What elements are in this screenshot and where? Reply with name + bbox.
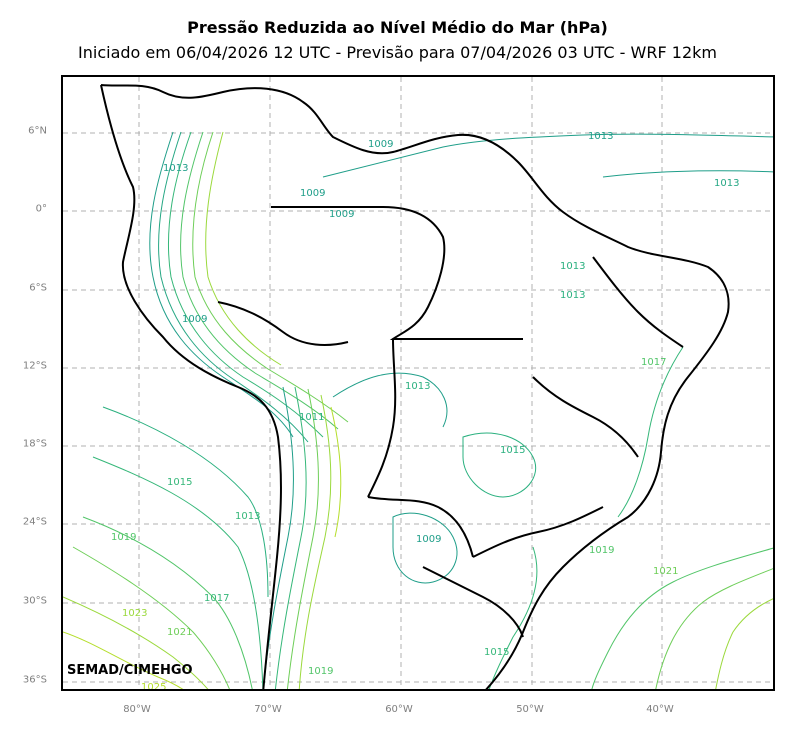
isobar-1019 (82, 516, 253, 689)
lat-label: 30°S (22, 595, 47, 607)
isobar-label: 1017 (641, 357, 666, 368)
isobar-1019-atl (591, 547, 773, 689)
isobar-label: 1013 (405, 381, 430, 392)
isobar-southern-andes-1 (262, 386, 294, 689)
isobar-1013-north (322, 133, 773, 178)
country-borders (100, 84, 730, 689)
map-subtitle: Iniciado em 06/04/2026 12 UTC - Previsão… (78, 43, 717, 62)
border-state-south (472, 506, 604, 558)
lat-label: 0° (35, 203, 47, 215)
lat-label: 18°S (22, 438, 47, 450)
pressure-map: 1013 1013 1009 1009 1009 1013 1013 1013 … (61, 75, 775, 691)
south-america-coastline-east (100, 84, 730, 689)
isobar-label: 1017 (204, 593, 229, 604)
isobar-label: 1023 (122, 608, 147, 619)
isobar-label: 1009 (368, 139, 393, 150)
isobar-label: 1015 (500, 445, 525, 456)
isobar-1021-atl (655, 568, 773, 689)
lon-label: 60°W (385, 704, 413, 715)
isobar-andes-4 (180, 131, 339, 430)
isobar-1017-ne (617, 346, 684, 518)
isobar-andes-5 (192, 131, 349, 423)
isobar-1015 (102, 406, 269, 598)
border-brazil-bolivia (367, 338, 397, 498)
lon-label: 80°W (123, 704, 151, 715)
isobar-1015-interior (462, 432, 537, 498)
border-argentina-brazil (422, 566, 524, 638)
lat-label: 24°S (22, 516, 47, 528)
isobar-label: 1013 (588, 131, 613, 142)
isobar-andes-2 (158, 131, 309, 443)
isobar-andes-1 (149, 131, 294, 438)
isobar-label: 1013 (560, 261, 585, 272)
isobar-southern-andes-2 (274, 386, 307, 689)
isobar-1023 (63, 596, 209, 689)
lat-label: 36°S (22, 674, 47, 686)
isobar-label: 1019 (111, 532, 136, 543)
border-peru-brazil (217, 301, 349, 346)
border-paraguay (367, 496, 474, 558)
isobar-label: 1009 (182, 314, 207, 325)
isobar-label: 1015 (167, 477, 192, 488)
isobar-label: 1019 (308, 666, 333, 677)
isobar-andes-6 (205, 131, 282, 366)
south-america-coastline-west (100, 84, 282, 689)
isobar-southern-andes-3 (286, 388, 319, 689)
isobar-label: 1019 (589, 545, 614, 556)
isobar-1009-chaco (392, 512, 458, 584)
isobar-southern-andes-4 (298, 394, 332, 689)
lat-label: 12°S (22, 360, 47, 372)
isobars (63, 131, 773, 689)
border-state-center (532, 376, 639, 458)
isobar-label: 1011 (299, 412, 324, 423)
isobar-label-group: 1013 1013 1009 1009 1009 1013 1013 1013 … (111, 131, 739, 691)
lon-label: 50°W (516, 704, 544, 715)
isobar-label: 1015 (484, 647, 509, 658)
isobar-label: 1009 (329, 209, 354, 220)
credit-text: SEMAD/CIMEHGO (67, 663, 193, 678)
isobar-label: 1021 (167, 627, 192, 638)
border-state-northeast (592, 256, 684, 348)
isobar-andes-3 (167, 131, 324, 438)
isobar-label: 1009 (416, 534, 441, 545)
lon-label: 40°W (646, 704, 674, 715)
lat-label: 6°N (28, 125, 47, 137)
border-brazil-north (271, 205, 523, 340)
isobar-label: 1013 (163, 163, 188, 174)
isobar-1021 (72, 546, 230, 689)
isobar-label: 1009 (300, 188, 325, 199)
isobar-label: 1025 (141, 682, 166, 691)
isobar-1013-atl-north (602, 170, 773, 178)
isobar-label: 1013 (560, 290, 585, 301)
isobar-label: 1013 (235, 511, 260, 522)
isobar-label: 1013 (714, 178, 739, 189)
map-title: Pressão Reduzida ao Nível Médio do Mar (… (187, 18, 608, 37)
isobar-1013-interior (332, 372, 448, 428)
graticule (63, 77, 773, 689)
lon-label: 70°W (254, 704, 282, 715)
isobar-southern-andes-5 (330, 406, 342, 538)
isobar-1023-atl (715, 598, 773, 689)
isobar-1015-south (488, 546, 538, 689)
isobar-1017 (92, 456, 264, 689)
lat-label: 6°S (29, 282, 47, 294)
isobar-1025 (63, 631, 184, 689)
isobar-label: 1021 (653, 566, 678, 577)
map-canvas: 1013 1013 1009 1009 1009 1013 1013 1013 … (63, 77, 773, 691)
